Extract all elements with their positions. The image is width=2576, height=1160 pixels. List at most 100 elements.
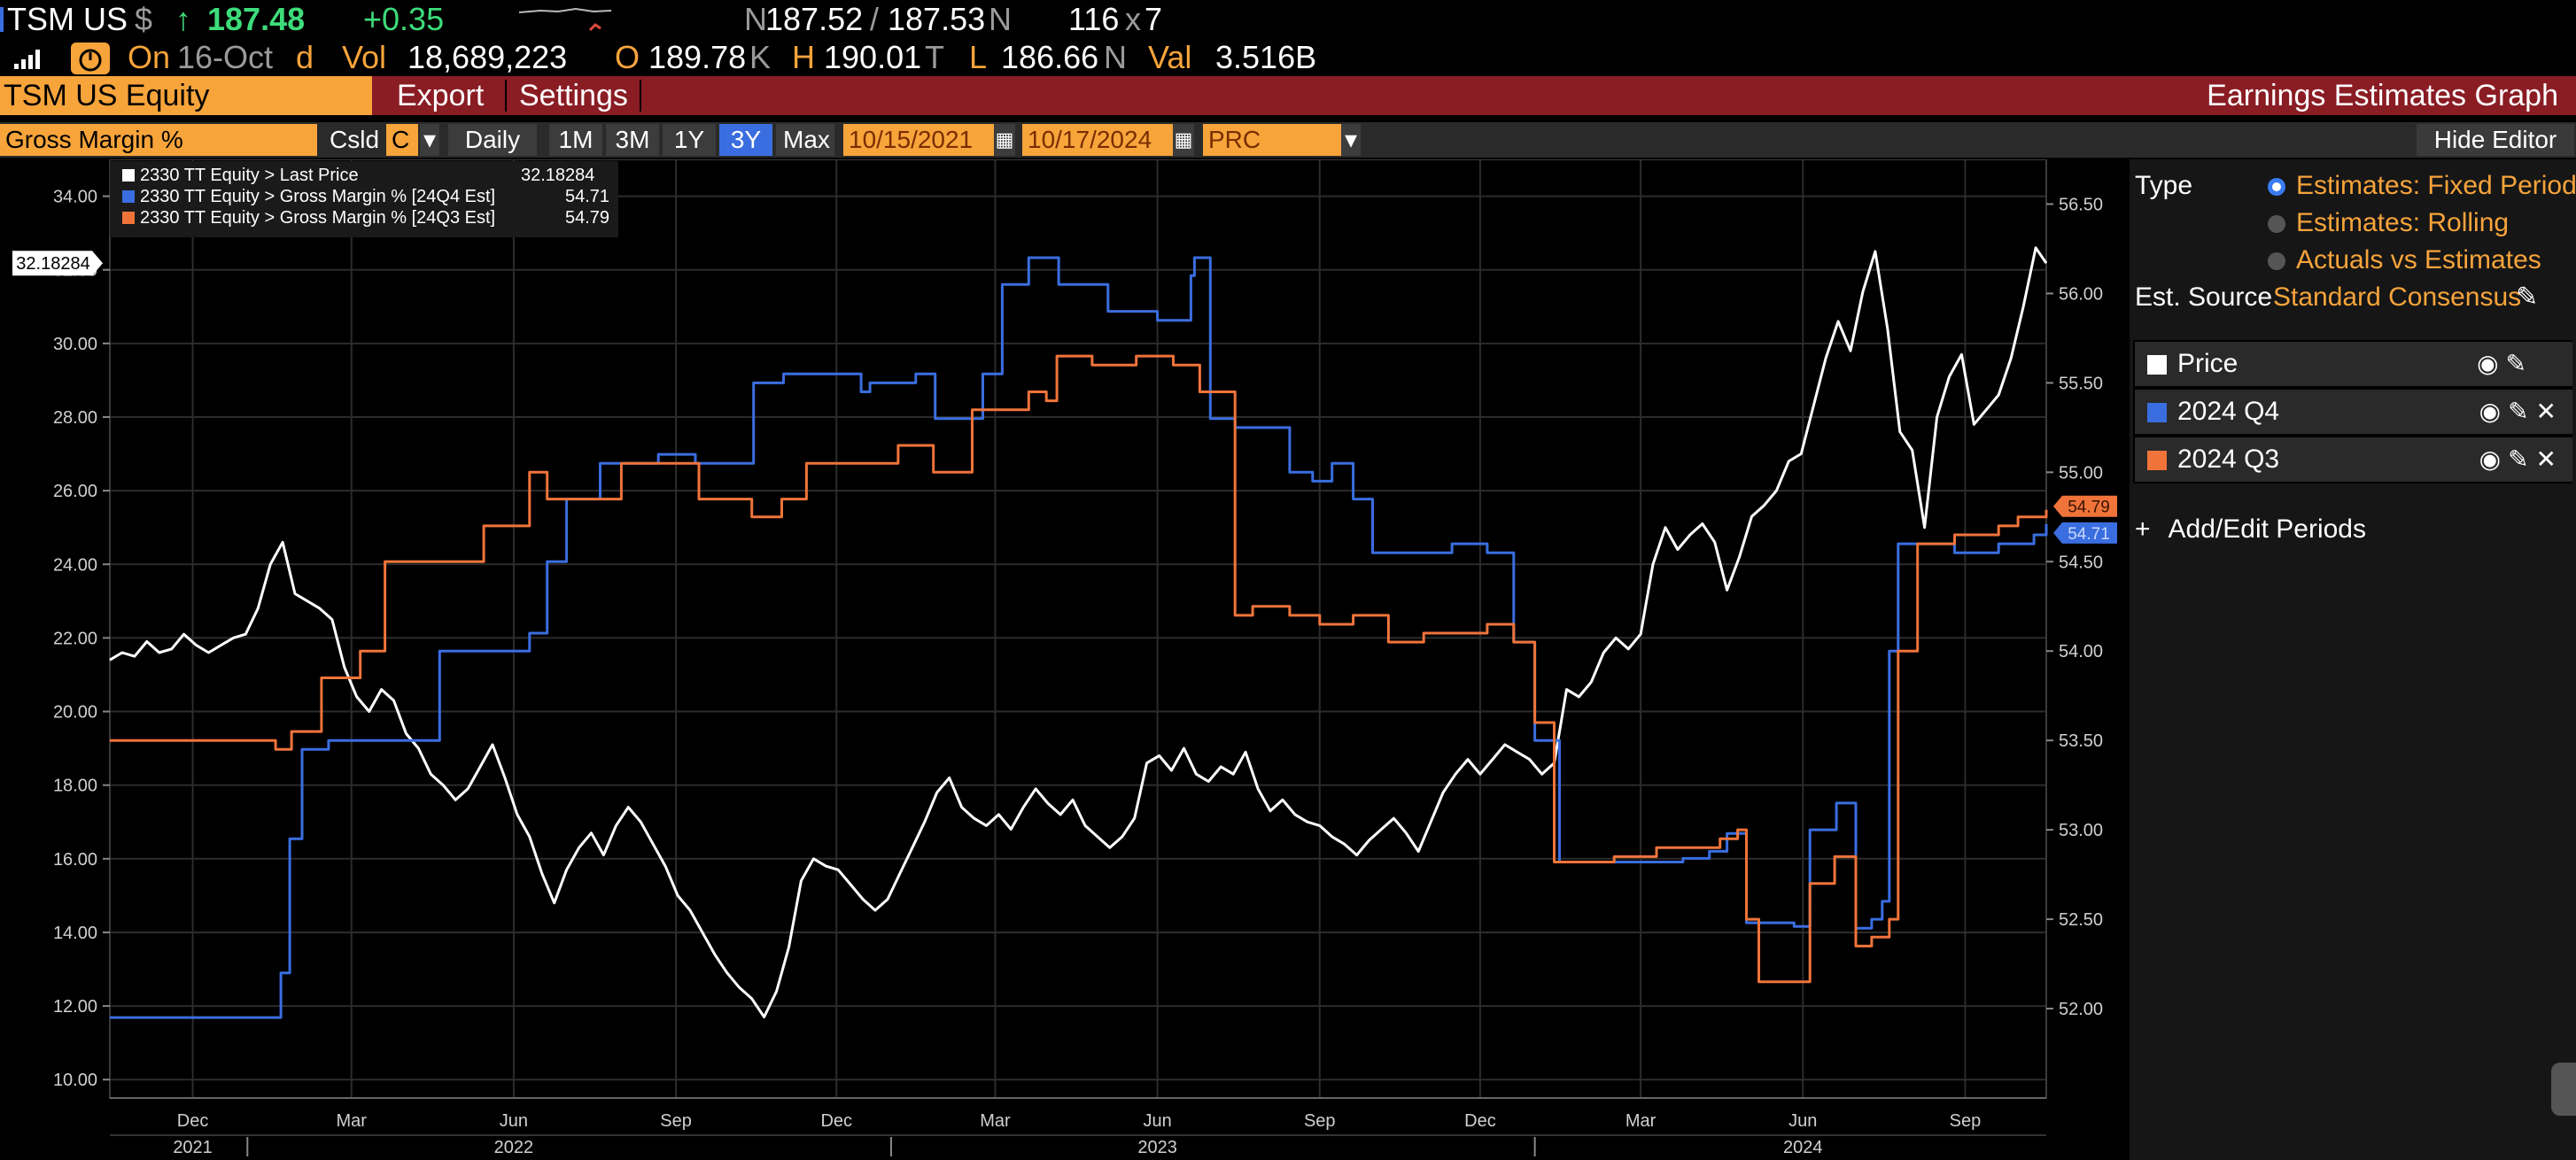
hide-editor-button[interactable]: Hide Editor ❯ bbox=[2417, 124, 2574, 185]
series-row-2024q4[interactable]: 2024 Q4 ◉✎✕ bbox=[2135, 390, 2572, 434]
side-tab-handle[interactable] bbox=[2551, 1063, 2576, 1116]
csld-selector[interactable]: C bbox=[386, 124, 418, 156]
right-tick-label: 56.00 bbox=[2059, 284, 2103, 304]
add-periods-button[interactable]: + Add/Edit Periods bbox=[2130, 512, 2366, 547]
ticker[interactable]: TSM US bbox=[7, 1, 128, 37]
settings-button[interactable]: Settings bbox=[519, 79, 628, 112]
left-tick-label: 12.00 bbox=[53, 997, 97, 1017]
q4-last-label: 54.71 bbox=[2068, 525, 2110, 544]
legend-label: 2330 TT Equity > Last Price bbox=[140, 166, 359, 185]
currency-selector[interactable]: PRC (USD) bbox=[1203, 124, 1341, 185]
left-tick-label: 28.00 bbox=[53, 408, 97, 428]
eye-icon[interactable]: ◉ bbox=[2479, 445, 2509, 473]
range-1y-button[interactable]: 1Y bbox=[663, 124, 716, 156]
up-arrow-icon: ↑ bbox=[175, 1, 191, 37]
left-tick-label: 18.00 bbox=[53, 777, 97, 796]
legend-label: 2330 TT Equity > Gross Margin % [24Q4 Es… bbox=[140, 187, 496, 206]
high-exchange: T bbox=[925, 39, 944, 75]
close-icon[interactable]: ✕ bbox=[2535, 398, 2564, 425]
est-source-value[interactable]: Standard Consensus bbox=[2273, 282, 2522, 312]
price-last-label: 32.18284 bbox=[16, 254, 89, 274]
range-1m-button[interactable]: 1M bbox=[549, 124, 602, 156]
month-tick-label: Mar bbox=[980, 1111, 1011, 1131]
series-line-0 bbox=[109, 246, 2048, 1018]
type-option-rolling[interactable]: Estimates: Rolling bbox=[2268, 205, 2509, 241]
function-bar bbox=[0, 76, 2576, 115]
right-tick-label: 52.00 bbox=[2059, 1000, 2103, 1019]
bid-price: 187.52 bbox=[765, 1, 864, 37]
left-tick-label: 20.00 bbox=[53, 703, 97, 723]
end-date-input[interactable]: 10/17/2024 bbox=[1022, 124, 1173, 156]
volume: 18,689,223 bbox=[407, 39, 568, 75]
month-tick-label: Dec bbox=[820, 1111, 852, 1131]
last-price: 187.48 bbox=[207, 1, 306, 37]
export-button[interactable]: Export bbox=[397, 79, 485, 112]
right-tick-label: 52.50 bbox=[2059, 910, 2103, 930]
legend-entry-24q4[interactable]: 2330 TT Equity > Gross Margin % [24Q4 Es… bbox=[122, 186, 495, 207]
periodicity-selector[interactable]: Daily ▾ bbox=[448, 124, 537, 185]
q4-last-label-box bbox=[2053, 522, 2117, 544]
left-tick-label: 10.00 bbox=[53, 1071, 97, 1090]
currency-dropdown-icon[interactable]: ▾ bbox=[1341, 124, 1361, 156]
edit-source-icon[interactable]: ✎ bbox=[2516, 282, 2539, 312]
series-row-2024q3[interactable]: 2024 Q3 ◉✎✕ bbox=[2135, 437, 2572, 482]
right-tick-label: 55.00 bbox=[2059, 463, 2103, 483]
month-tick-label: Jun bbox=[1788, 1111, 1817, 1131]
csld-dropdown-icon[interactable]: ▾ bbox=[420, 124, 439, 156]
calendar-icon[interactable]: ▦ bbox=[1173, 124, 1194, 156]
traded-value: 3.516B bbox=[1215, 39, 1317, 75]
plus-icon: + bbox=[2135, 514, 2151, 544]
type-option-fixed[interactable]: Estimates: Fixed Period bbox=[2268, 168, 2576, 204]
pencil-icon[interactable]: ✎ bbox=[2508, 445, 2536, 473]
est-source-label: Est. Source bbox=[2135, 282, 2273, 312]
pencil-icon[interactable]: ✎ bbox=[2505, 350, 2533, 377]
range-3m-button[interactable]: 3M bbox=[606, 124, 659, 156]
volume-label: Vol bbox=[342, 39, 387, 75]
price-last-label-box bbox=[12, 251, 103, 276]
series-line-2 bbox=[110, 354, 2048, 984]
close-icon[interactable]: ✕ bbox=[2535, 445, 2564, 473]
low-label: L bbox=[969, 39, 988, 75]
open-price: 189.78 bbox=[648, 39, 747, 75]
eye-icon[interactable]: ◉ bbox=[2477, 350, 2506, 377]
start-date-input[interactable]: 10/15/2021 bbox=[843, 124, 994, 156]
series-actions: ◉✎ bbox=[2477, 342, 2533, 386]
bid-exchange: N bbox=[744, 1, 767, 37]
year-tick-label: 2023 bbox=[1137, 1138, 1177, 1157]
field-selector[interactable]: Gross Margin % bbox=[0, 124, 317, 156]
eye-icon[interactable]: ◉ bbox=[2479, 398, 2509, 425]
year-tick-label: 2021 bbox=[173, 1138, 213, 1157]
year-tick-label: 2022 bbox=[494, 1138, 534, 1157]
month-tick-label: Jun bbox=[500, 1111, 528, 1131]
left-tick-label: 30.00 bbox=[53, 335, 97, 354]
legend-entry-24q3[interactable]: 2330 TT Equity > Gross Margin % [24Q3 Es… bbox=[122, 207, 495, 228]
series-row-price[interactable]: Price ◉✎ bbox=[2135, 342, 2572, 386]
currency: $ bbox=[135, 1, 153, 37]
security-field[interactable]: TSM US Equity bbox=[0, 76, 372, 115]
quote-line-1: TSM US $ ↑ 187.48 +0.35 N 187.52 / 187.5… bbox=[0, 0, 2576, 39]
right-tick-label: 54.00 bbox=[2059, 642, 2103, 661]
q3-last-label-box bbox=[2053, 495, 2117, 517]
sparkline-icon bbox=[518, 7, 612, 32]
month-tick-label: Sep bbox=[1950, 1111, 1982, 1131]
ask-exchange: N bbox=[989, 1, 1012, 37]
bid-size: 116 bbox=[1068, 1, 1120, 37]
x-axis: Dec Mar Jun Sep Dec Mar Jun Sep Dec Mar Jun Sep 2021… bbox=[110, 1097, 2046, 1157]
open-exchange: K bbox=[749, 39, 772, 75]
ask-size: 7 bbox=[1144, 1, 1163, 37]
legend-entry-price[interactable]: 2330 TT Equity > Last Price bbox=[122, 165, 359, 186]
radio-selected-icon bbox=[2268, 178, 2285, 196]
on-label: On bbox=[128, 39, 171, 75]
range-max-button[interactable]: Max bbox=[776, 124, 834, 156]
range-3y-button[interactable]: 3Y bbox=[719, 124, 772, 156]
speedometer-icon[interactable] bbox=[71, 43, 110, 74]
open-label: O bbox=[615, 39, 640, 75]
right-tick-label: 53.50 bbox=[2059, 731, 2103, 751]
right-axis: 52.00 52.50 53.00 53.50 54.00 54.50 55.00 55.50… bbox=[2046, 195, 2103, 1019]
type-option-label: Estimates: Rolling bbox=[2296, 208, 2510, 237]
pencil-icon[interactable]: ✎ bbox=[2508, 398, 2536, 425]
type-option-actuals[interactable]: Actuals vs Estimates bbox=[2268, 243, 2541, 278]
left-tick-label: 22.00 bbox=[53, 629, 97, 648]
calendar-icon[interactable]: ▦ bbox=[994, 124, 1015, 156]
earnings-chart[interactable]: 10.00 12.00 14.00 16.00 18.00 20.00 22.00 24.00… bbox=[0, 159, 2126, 1160]
